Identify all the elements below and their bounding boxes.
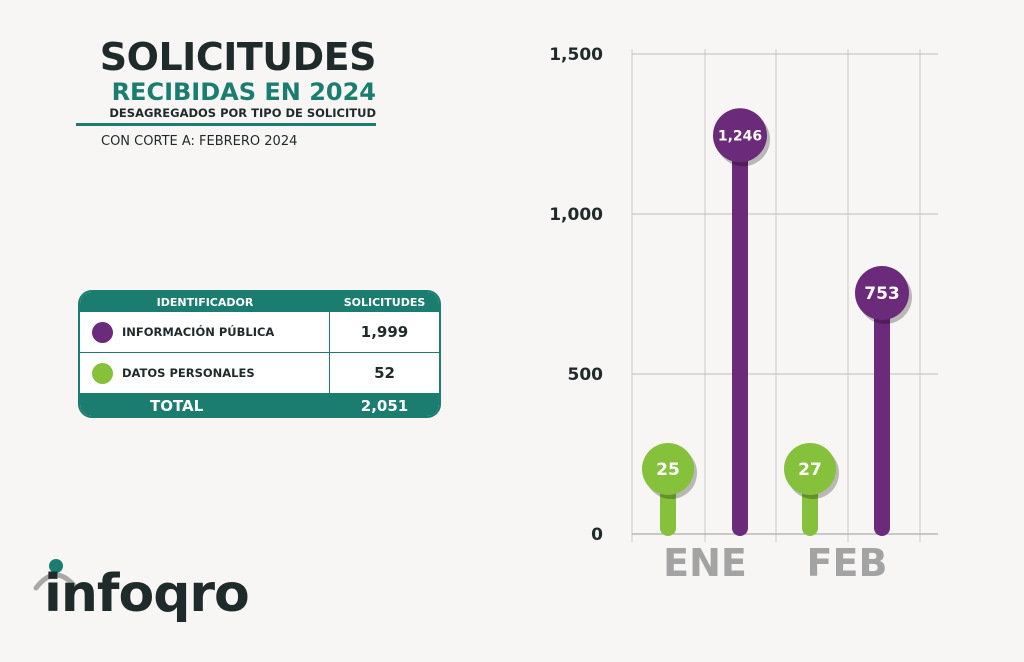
y-tick-label: 1,500 <box>549 45 603 65</box>
y-tick-label: 1,000 <box>549 205 603 225</box>
x-category-label: FEB <box>807 541 888 585</box>
bar-head <box>855 266 909 321</box>
page-subtitle: RECIBIDAS EN 2024 <box>111 78 376 106</box>
page-title: SOLICITUDES <box>99 35 377 79</box>
title-underline <box>76 123 376 126</box>
table-header-identifier: IDENTIFICADOR <box>156 295 254 309</box>
bar-value-label: 27 <box>798 460 822 480</box>
bar-head <box>642 443 694 495</box>
row-label: INFORMACIÓN PÚBLICA <box>122 325 275 339</box>
row-value: 1,999 <box>360 323 409 341</box>
infoqro-logo: infoqro <box>33 556 274 636</box>
total-value: 2,051 <box>360 397 409 415</box>
logo-text: infoqro <box>44 564 250 624</box>
bar-head <box>784 443 836 495</box>
cutoff-date: CON CORTE A: FEBRERO 2024 <box>101 134 298 149</box>
table-header: IDENTIFICADOR SOLICITUDES <box>80 292 439 312</box>
y-tick-label: 500 <box>568 365 604 385</box>
row-label: DATOS PERSONALES <box>122 366 255 380</box>
summary-table: IDENTIFICADOR SOLICITUDES INFORMACIÓN PÚ… <box>78 290 441 418</box>
total-label: TOTAL <box>150 397 204 415</box>
legend-dot-personal-data <box>92 362 113 384</box>
x-category-label: ENE <box>663 541 747 585</box>
bar-value-label: 25 <box>656 460 680 480</box>
row-value: 52 <box>374 364 395 382</box>
table-header-requests: SOLICITUDES <box>343 295 426 309</box>
bar-value-label: 753 <box>864 284 900 304</box>
table-row: INFORMACIÓN PÚBLICA 1,999 <box>80 312 439 353</box>
title-block: SOLICITUDES RECIBIDAS EN 2024 DESAGREGAD… <box>76 35 377 149</box>
page-subtitle-detail: DESAGREGADOS POR TIPO DE SOLICITUD <box>109 106 376 120</box>
y-tick-label: 0 <box>591 525 603 545</box>
legend-dot-public-info <box>92 321 113 343</box>
logo-mark-icon <box>33 559 79 591</box>
bar-value-label: 1,246 <box>718 128 762 144</box>
table-row: DATOS PERSONALES 52 <box>80 353 439 393</box>
bar-head <box>713 108 767 163</box>
table-total-row: TOTAL 2,051 <box>80 393 439 416</box>
